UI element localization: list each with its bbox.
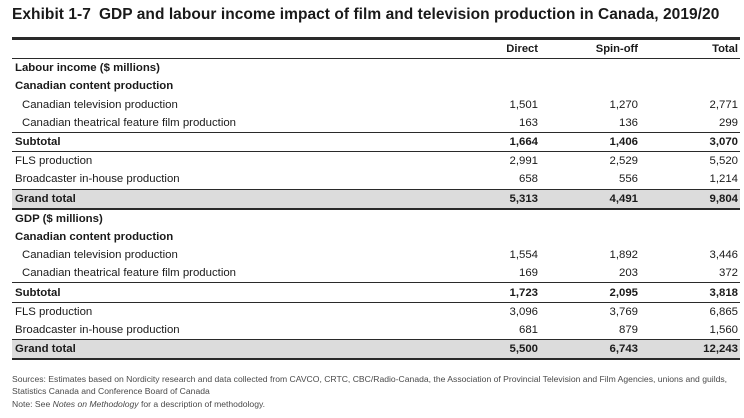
- direct-value: 1,723: [440, 282, 540, 303]
- total-value: 299: [718, 116, 738, 129]
- spinoff-value: 4,491: [540, 188, 640, 210]
- table-row: Broadcaster in-house production 681 879 …: [12, 321, 740, 340]
- group-heading-row: Canadian content production: [12, 77, 740, 95]
- row-label: Canadian theatrical feature film product…: [22, 116, 237, 129]
- spinoff-value: 2,095: [540, 282, 640, 303]
- note-prefix: Note: See: [12, 398, 53, 409]
- row-label: Broadcaster in-house production: [15, 173, 180, 186]
- note-suffix: for a description of methodology.: [138, 398, 266, 409]
- spinoff-value: 3,769: [609, 305, 638, 318]
- total-value: 3,818: [640, 282, 740, 303]
- grand-total-row: Grand total 5,500 6,743 12,243: [12, 339, 740, 361]
- group-heading-row: Canadian content production: [12, 228, 740, 246]
- spinoff-value: 1,892: [609, 249, 638, 262]
- group-heading: Canadian content production: [15, 230, 174, 243]
- row-label: FLS production: [15, 155, 93, 168]
- total-value: 1,214: [709, 173, 738, 186]
- table-row: Broadcaster in-house production 658 556 …: [12, 170, 740, 189]
- row-label: Subtotal: [12, 131, 440, 153]
- direct-value: 5,500: [440, 339, 540, 361]
- header-label-cell: [12, 40, 440, 60]
- row-label: Grand total: [12, 188, 440, 210]
- spinoff-value: 556: [618, 173, 638, 186]
- table-header-row: Direct Spin-off Total: [12, 40, 740, 60]
- direct-value: 169: [518, 267, 538, 280]
- total-value: 5,520: [709, 155, 738, 168]
- title-rule: [12, 37, 740, 40]
- table-row: Canadian theatrical feature film product…: [12, 114, 740, 133]
- group-heading: Canadian content production: [15, 80, 174, 93]
- direct-value: 5,313: [440, 188, 540, 210]
- spinoff-value: 1,406: [540, 131, 640, 153]
- direct-value: 2,991: [509, 155, 538, 168]
- subtotal-row: Subtotal 1,664 1,406 3,070: [12, 131, 740, 153]
- footnote-note: Note: See Notes on Methodology for a des…: [12, 398, 732, 410]
- exhibit-title: Exhibit 1-7 GDP and labour income impact …: [12, 6, 740, 24]
- direct-value: 1,554: [509, 249, 538, 262]
- column-header-direct: Direct: [440, 40, 540, 60]
- spinoff-value: 2,529: [609, 155, 638, 168]
- table-row: FLS production 3,096 3,769 6,865: [12, 302, 740, 321]
- spinoff-value: 203: [618, 267, 638, 280]
- section-heading: GDP ($ millions): [15, 212, 103, 225]
- total-value: 3,070: [640, 131, 740, 153]
- footnote-sources: Sources: Estimates based on Nordicity re…: [12, 374, 728, 397]
- exhibit-title-text: GDP and labour income impact of film and…: [98, 6, 720, 23]
- grand-total-row: Grand total 5,313 4,491 9,804: [12, 188, 740, 210]
- row-label: Canadian television production: [22, 249, 178, 262]
- impact-table: Direct Spin-off Total Labour income ($ m…: [12, 40, 740, 361]
- column-header-total: Total: [640, 40, 740, 60]
- total-value: 12,243: [640, 339, 740, 361]
- row-label: Broadcaster in-house production: [15, 323, 180, 336]
- direct-value: 1,501: [509, 98, 538, 111]
- spinoff-value: 136: [618, 116, 638, 129]
- exhibit-number: Exhibit 1-7: [12, 6, 91, 23]
- total-value: 3,446: [709, 249, 738, 262]
- direct-value: 1,664: [440, 131, 540, 153]
- total-value: 372: [718, 267, 738, 280]
- row-label: Canadian television production: [22, 98, 178, 111]
- column-header-spinoff: Spin-off: [540, 40, 640, 60]
- direct-value: 681: [518, 323, 538, 336]
- spinoff-value: 6,743: [540, 339, 640, 361]
- table-row: Canadian television production 1,554 1,8…: [12, 246, 740, 264]
- total-value: 2,771: [709, 98, 738, 111]
- row-label: Grand total: [12, 339, 440, 361]
- section-heading-row: GDP ($ millions): [12, 209, 740, 228]
- row-label: Subtotal: [12, 282, 440, 303]
- table-row: Canadian theatrical feature film product…: [12, 264, 740, 283]
- total-value: 6,865: [709, 305, 738, 318]
- section-heading-row: Labour income ($ millions): [12, 59, 740, 78]
- row-label: Canadian theatrical feature film product…: [22, 267, 237, 280]
- note-methodology-reference: Notes on Methodology: [52, 398, 139, 409]
- subtotal-row: Subtotal 1,723 2,095 3,818: [12, 282, 740, 303]
- footnote: Sources: Estimates based on Nordicity re…: [12, 373, 732, 410]
- table-row: Canadian television production 1,501 1,2…: [12, 96, 740, 114]
- spinoff-value: 879: [618, 323, 638, 336]
- total-value: 1,560: [709, 323, 738, 336]
- spinoff-value: 1,270: [609, 98, 638, 111]
- row-label: FLS production: [15, 305, 93, 318]
- direct-value: 658: [518, 173, 538, 186]
- direct-value: 163: [518, 116, 538, 129]
- section-heading: Labour income ($ millions): [15, 62, 160, 75]
- total-value: 9,804: [640, 188, 740, 210]
- table-row: FLS production 2,991 2,529 5,520: [12, 152, 740, 171]
- direct-value: 3,096: [509, 305, 538, 318]
